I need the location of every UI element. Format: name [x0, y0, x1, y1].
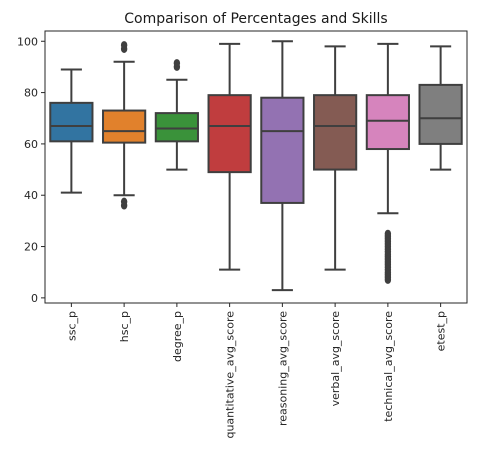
x-tick-label: quantitative_avg_score [224, 311, 237, 439]
plot-area [49, 40, 463, 292]
x-tick-label: verbal_avg_score [329, 311, 342, 407]
x-tick-label: ssc_p [65, 311, 78, 341]
box-verbal-avg-score [313, 45, 358, 271]
plot-frame [44, 30, 468, 304]
y-tick-label: 20 [24, 241, 38, 254]
y-tick-label: 60 [24, 138, 38, 151]
iqr-box [313, 94, 358, 171]
y-axis: 0 20 40 60 80 100 [17, 35, 45, 305]
box-ssc-p [49, 68, 94, 194]
iqr-box [207, 94, 252, 174]
iqr-box [154, 112, 199, 143]
x-tick-label: reasoning_avg_score [276, 311, 289, 426]
iqr-box [260, 96, 305, 204]
box-degree-p [154, 59, 199, 171]
x-tick-label: degree_p [171, 311, 184, 362]
box-technical-avg-score [365, 42, 410, 284]
y-tick-label: 0 [31, 292, 38, 305]
box-hsc-p [102, 41, 147, 210]
box-quantitative-avg-score [207, 42, 252, 271]
box-etest-p [418, 45, 463, 171]
y-tick-label: 80 [24, 87, 38, 100]
y-tick-label: 100 [17, 35, 38, 48]
outlier-point [173, 59, 181, 68]
iqr-box [49, 101, 94, 143]
outlier-point [384, 229, 392, 238]
iqr-box [102, 109, 147, 144]
x-axis: ssc_p hsc_p degree_p quantitative_avg_score… [65, 303, 448, 439]
y-tick-label: 40 [24, 189, 38, 202]
outlier-point [120, 197, 128, 206]
box-reasoning-avg-score [260, 40, 305, 292]
x-tick-label: etest_p [435, 311, 448, 351]
iqr-box [418, 83, 463, 145]
iqr-box [365, 94, 410, 151]
outlier-point [120, 41, 128, 50]
x-tick-label: hsc_p [118, 311, 131, 342]
chart-title: Comparison of Percentages and Skills [124, 11, 387, 27]
x-tick-label: technical_avg_score [382, 311, 395, 422]
